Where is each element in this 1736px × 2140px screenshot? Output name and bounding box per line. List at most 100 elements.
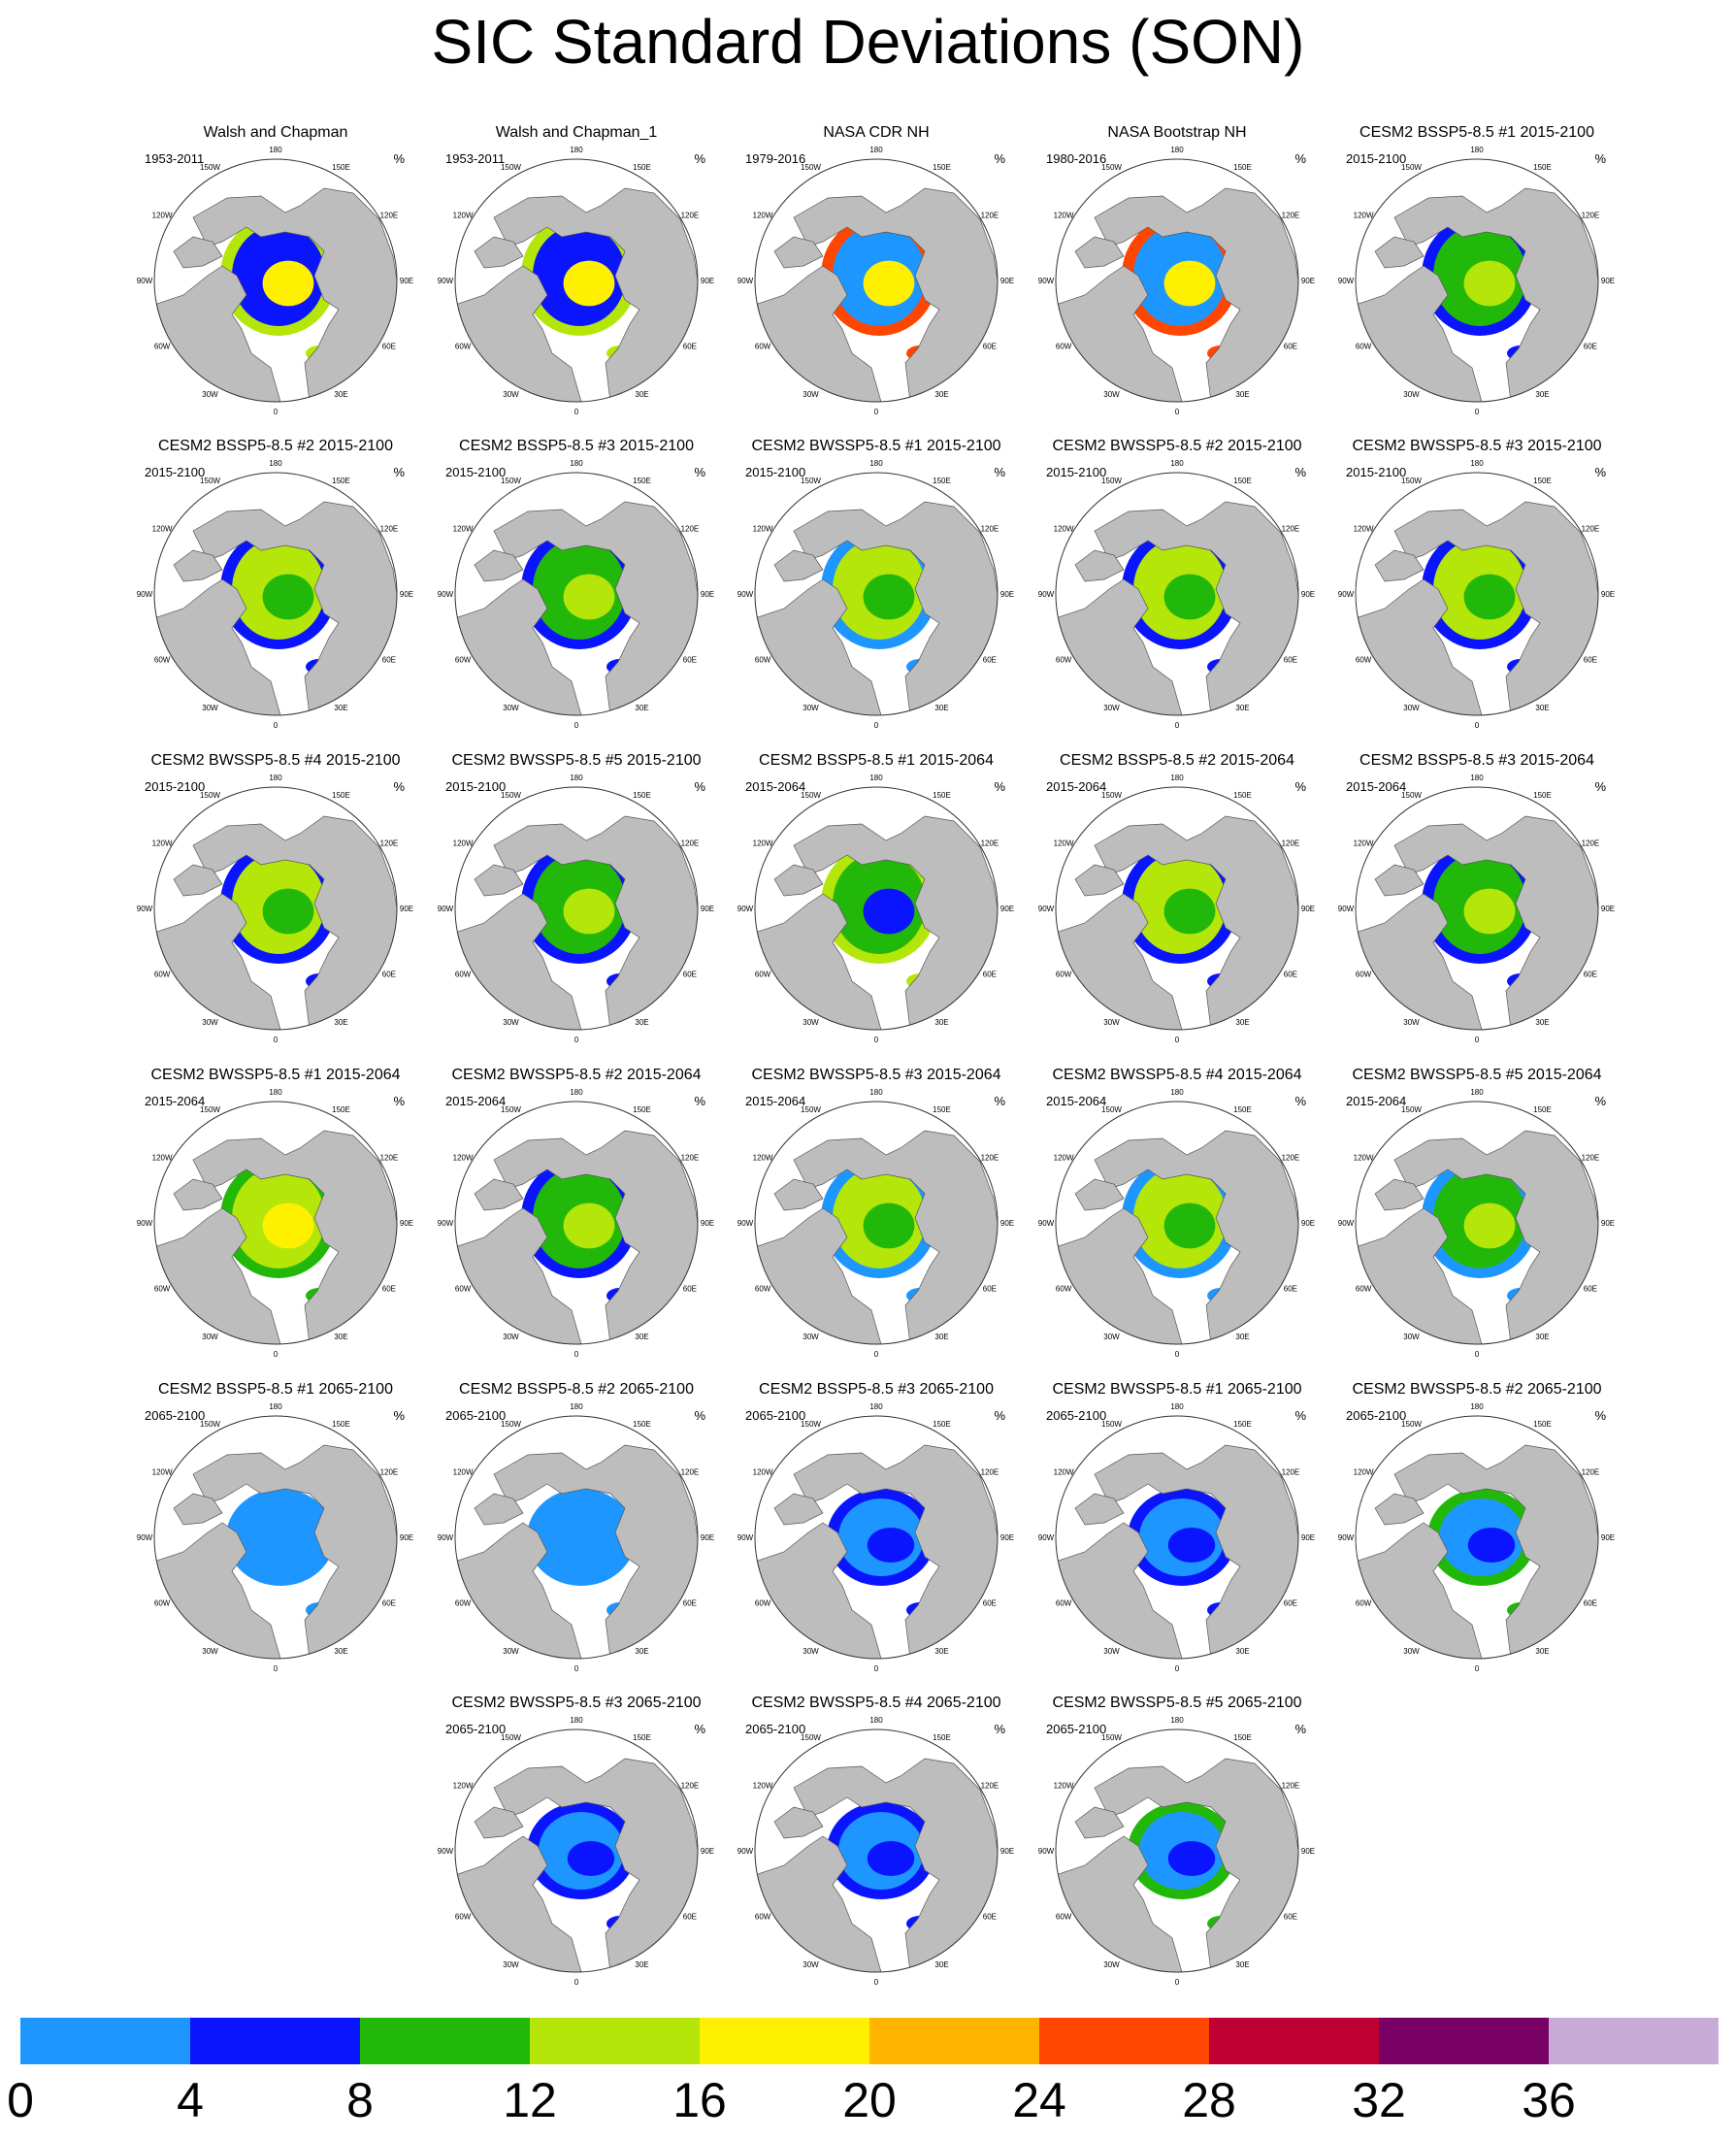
longitude-label: 120E: [380, 1154, 399, 1163]
longitude-label: 0: [1475, 721, 1480, 730]
longitude-label: 30E: [1235, 1960, 1249, 1969]
land-mask: [1374, 1178, 1425, 1211]
land-mask: [1374, 549, 1425, 582]
longitude-label: 180: [1170, 146, 1184, 154]
panel-period: 2015-2100: [445, 779, 507, 794]
longitude-label: 90W: [1038, 905, 1055, 913]
longitude-label: 120W: [1054, 1782, 1074, 1791]
sic-secondary-band: [863, 1202, 915, 1249]
map-boundary: [1355, 158, 1599, 403]
panel-unit: %: [694, 1094, 705, 1108]
panel-unit: %: [1294, 151, 1306, 166]
longitude-label: 60E: [1284, 971, 1297, 979]
panel-title: CESM2 BSSP5-8.5 #1 2015-2064: [759, 752, 994, 769]
longitude-label: 90W: [438, 1533, 454, 1542]
longitude-label: 30W: [802, 1333, 819, 1341]
longitude-label: 150W: [1101, 163, 1122, 172]
longitude-label: 60W: [755, 1913, 771, 1922]
colorbar-tick-label: 36: [1522, 2073, 1576, 2127]
polar-map: 180 150E 120E 90E 60E 30E 0 30W 60W 90W 120W 150W: [1338, 1402, 1615, 1673]
longitude-label: 150W: [501, 1733, 521, 1742]
land-mask: [173, 549, 223, 582]
longitude-label: 150W: [1401, 791, 1422, 800]
colorbar-tick-label: 8: [346, 2073, 374, 2127]
longitude-label: 90E: [701, 1219, 714, 1228]
panel-title: CESM2 BSSP5-8.5 #2 2065-2100: [459, 1381, 694, 1398]
longitude-label: 150E: [332, 1105, 350, 1114]
longitude-label: 60W: [455, 1913, 472, 1922]
colorbar-swatch: [360, 2018, 530, 2064]
longitude-label: 120W: [753, 1154, 773, 1163]
longitude-label: 60W: [154, 343, 171, 351]
longitude-label: 150E: [633, 1420, 651, 1429]
map-panel: CESM2 BWSSP5-8.5 #3 2065-2100 2065-2100% 1…: [436, 1695, 717, 1987]
longitude-label: 60E: [683, 343, 697, 351]
longitude-label: 150W: [501, 791, 521, 800]
longitude-label: 150E: [332, 1420, 350, 1429]
longitude-label: 60W: [755, 1285, 771, 1294]
map-panel: CESM2 BWSSP5-8.5 #2 2015-2100 2015-2100% 1…: [1036, 438, 1318, 730]
longitude-label: 180: [869, 1716, 883, 1725]
longitude-label: 60E: [382, 971, 396, 979]
polar-map: 180 150E 120E 90E 60E 30E 0 30W 60W 90W 120W 150W: [1038, 1088, 1315, 1359]
colorbar-tick-label: 16: [672, 2073, 727, 2127]
longitude-label: 120W: [152, 1154, 173, 1163]
longitude-label: 60W: [455, 1285, 472, 1294]
longitude-label: 150E: [1233, 1420, 1252, 1429]
panel-unit: %: [393, 779, 405, 794]
sic-secondary-band: [1467, 1528, 1516, 1563]
land-mask: [493, 1758, 698, 1972]
land-mask: [474, 236, 524, 269]
map-panel: CESM2 BWSSP5-8.5 #1 2015-2100 2015-2100% 1…: [736, 438, 1017, 730]
longitude-label: 150E: [933, 477, 951, 485]
panel-title: CESM2 BWSSP5-8.5 #1 2015-2100: [751, 438, 1001, 454]
longitude-label: 0: [274, 1350, 278, 1359]
polar-map: 180 150E 120E 90E 60E 30E 0 30W 60W 90W 120W 150W: [1338, 459, 1615, 730]
longitude-label: 30W: [1403, 1647, 1420, 1656]
longitude-label: 0: [274, 1664, 278, 1673]
land-mask: [173, 236, 223, 269]
longitude-label: 90E: [1000, 277, 1014, 285]
longitude-label: 150E: [1533, 1420, 1552, 1429]
map-boundary: [1055, 1728, 1299, 1973]
longitude-label: 150E: [1233, 477, 1252, 485]
longitude-label: 30E: [934, 1647, 948, 1656]
longitude-label: 60E: [1284, 1285, 1297, 1294]
land-mask: [773, 1178, 824, 1211]
longitude-label: 120W: [753, 1468, 773, 1477]
longitude-label: 90E: [400, 905, 413, 913]
longitude-label: 180: [1470, 774, 1484, 782]
land-mask: [1094, 501, 1298, 715]
map-panel: CESM2 BSSP5-8.5 #1 2015-2064 2015-2064% 18…: [736, 752, 1017, 1044]
longitude-label: 60W: [1056, 971, 1072, 979]
longitude-label: 120E: [1282, 1154, 1300, 1163]
map-boundary: [454, 1728, 699, 1973]
longitude-label: 150W: [1101, 477, 1122, 485]
longitude-label: 30E: [1535, 1333, 1549, 1341]
longitude-label: 60W: [455, 1599, 472, 1608]
sic-secondary-band: [863, 260, 915, 307]
figure-title: SIC Standard Deviations (SON): [431, 7, 1305, 77]
longitude-label: 0: [274, 721, 278, 730]
longitude-label: 30E: [635, 1647, 648, 1656]
panel-title: CESM2 BWSSP5-8.5 #2 2015-2100: [1052, 438, 1302, 454]
longitude-label: 120E: [981, 212, 999, 220]
panel-title: CESM2 BWSSP5-8.5 #3 2065-2100: [451, 1695, 702, 1711]
map-panel: CESM2 BSSP5-8.5 #2 2065-2100 2065-2100% 18…: [436, 1381, 717, 1673]
longitude-label: 150E: [1533, 477, 1552, 485]
longitude-label: 0: [574, 1664, 579, 1673]
longitude-label: 90W: [737, 590, 754, 599]
longitude-label: 60W: [1356, 1599, 1372, 1608]
polar-map: 180 150E 120E 90E 60E 30E 0 30W 60W 90W 120W 150W: [737, 1402, 1014, 1673]
longitude-label: 150E: [633, 1733, 651, 1742]
longitude-label: 60E: [1284, 656, 1297, 665]
panel-unit: %: [994, 1094, 1005, 1108]
sic-secondary-band: [1163, 1202, 1216, 1249]
longitude-label: 60W: [1056, 343, 1072, 351]
polar-map: 180 150E 120E 90E 60E 30E 0 30W 60W 90W 120W 150W: [137, 774, 413, 1044]
longitude-label: 60W: [755, 1599, 771, 1608]
map-panel: Walsh and Chapman_1 1953-2011% 180 150E 120E…: [436, 124, 717, 416]
panel-title: Walsh and Chapman: [203, 124, 348, 141]
longitude-label: 90W: [1038, 1219, 1055, 1228]
longitude-label: 90E: [1601, 590, 1615, 599]
